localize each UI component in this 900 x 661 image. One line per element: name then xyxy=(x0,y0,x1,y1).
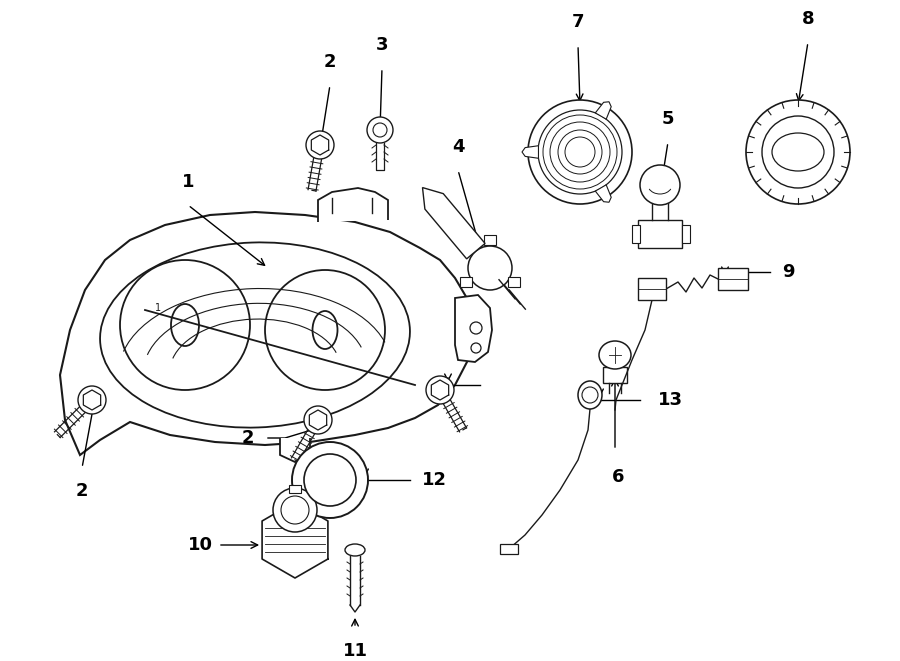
Text: 3: 3 xyxy=(376,36,388,54)
Circle shape xyxy=(426,376,454,404)
Text: 9: 9 xyxy=(782,263,795,281)
Bar xyxy=(638,278,666,300)
Circle shape xyxy=(582,387,598,403)
Circle shape xyxy=(640,165,680,205)
Ellipse shape xyxy=(578,381,602,409)
Circle shape xyxy=(273,488,317,532)
Ellipse shape xyxy=(345,544,365,556)
Text: 13: 13 xyxy=(658,391,683,409)
Circle shape xyxy=(746,100,850,204)
Bar xyxy=(603,367,627,383)
Ellipse shape xyxy=(599,341,631,369)
Circle shape xyxy=(528,100,632,204)
Circle shape xyxy=(304,454,356,506)
Text: 7: 7 xyxy=(572,13,584,31)
Text: 4: 4 xyxy=(452,138,464,156)
Circle shape xyxy=(470,322,482,334)
Text: 2: 2 xyxy=(324,53,337,71)
Text: 2: 2 xyxy=(76,482,88,500)
Bar xyxy=(638,220,682,248)
Text: 2: 2 xyxy=(242,429,254,447)
PathPatch shape xyxy=(280,438,310,462)
Circle shape xyxy=(78,386,106,414)
PathPatch shape xyxy=(422,188,485,259)
Polygon shape xyxy=(84,390,101,410)
Bar xyxy=(484,235,496,245)
Bar xyxy=(632,225,640,243)
Bar xyxy=(718,268,748,290)
Circle shape xyxy=(281,496,309,524)
Circle shape xyxy=(367,117,393,143)
Ellipse shape xyxy=(100,243,410,428)
PathPatch shape xyxy=(522,145,538,158)
Ellipse shape xyxy=(772,133,824,171)
Text: 8: 8 xyxy=(802,10,814,28)
PathPatch shape xyxy=(318,188,388,222)
Circle shape xyxy=(304,406,332,434)
Bar xyxy=(289,485,301,493)
Circle shape xyxy=(762,116,834,188)
Polygon shape xyxy=(431,380,449,400)
Circle shape xyxy=(468,246,512,290)
Text: 1: 1 xyxy=(155,303,161,313)
Circle shape xyxy=(306,131,334,159)
Text: 11: 11 xyxy=(343,642,367,660)
PathPatch shape xyxy=(595,185,611,202)
Text: 5: 5 xyxy=(662,110,674,128)
Circle shape xyxy=(471,343,481,353)
Circle shape xyxy=(373,123,387,137)
PathPatch shape xyxy=(60,212,472,455)
Polygon shape xyxy=(311,135,328,155)
PathPatch shape xyxy=(455,295,492,362)
Text: 10: 10 xyxy=(187,536,212,554)
Text: 6: 6 xyxy=(612,468,625,486)
Circle shape xyxy=(292,442,368,518)
Bar xyxy=(508,277,520,287)
Text: 12: 12 xyxy=(422,471,447,489)
Circle shape xyxy=(265,270,385,390)
Polygon shape xyxy=(310,410,327,430)
Polygon shape xyxy=(262,502,328,578)
PathPatch shape xyxy=(595,102,611,119)
Bar xyxy=(682,225,690,243)
Circle shape xyxy=(538,110,622,194)
Circle shape xyxy=(120,260,250,390)
Text: 1: 1 xyxy=(182,173,194,191)
Bar xyxy=(460,277,472,287)
Ellipse shape xyxy=(312,311,338,349)
Ellipse shape xyxy=(171,304,199,346)
Bar xyxy=(500,544,518,554)
